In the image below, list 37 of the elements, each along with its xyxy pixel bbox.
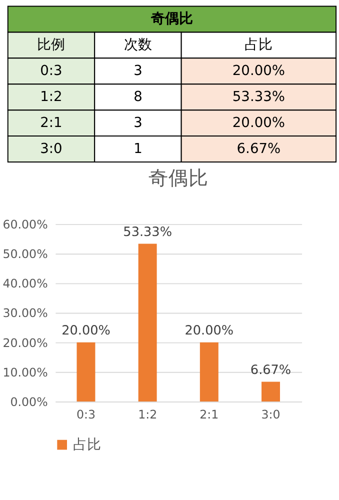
y-tick-label: 50.00% [2,247,48,262]
text: 8 [134,89,142,106]
text: 0:3 [40,63,62,80]
bar [138,244,157,402]
chart-title: 奇偶比 [148,166,208,190]
legend-label: 占比 [72,436,101,453]
text: 3 [134,63,142,80]
category-label: 比例 [37,37,66,54]
text: 53.33% [232,89,285,106]
data-label: 20.00% [184,323,234,338]
data-label: 53.33% [123,224,172,240]
data-label: 6.67% [250,362,292,378]
text: 奇偶比 [150,11,193,28]
bar [76,342,96,402]
x-tick-label: 1:2 [138,408,158,422]
text: 3 [134,114,142,131]
y-tick-label: 0.00% [10,394,48,409]
data-label: 20.00% [62,323,110,338]
text: 20.00% [232,63,285,80]
y-tick-label: 20.00% [2,336,48,350]
text: 2:1 [40,114,62,131]
text: 6.67% [236,140,281,157]
text: 20.00% [232,114,285,131]
text: 1:2 [40,89,62,106]
x-tick-label: 0:3 [76,408,96,422]
text: 1 [134,140,142,157]
x-tick-label: 3:0 [261,408,280,422]
text: 3:0 [40,140,62,157]
x-tick-label: 2:1 [200,408,219,422]
bar [262,382,280,402]
y-tick-label: 10.00% [2,365,48,380]
category-label: 占比 [244,37,273,54]
y-tick-label: 40.00% [2,276,48,291]
bar [200,342,218,402]
y-tick-label: 60.00% [2,218,48,232]
category-label: 次数 [124,37,152,54]
y-tick-label: 30.00% [2,306,48,320]
